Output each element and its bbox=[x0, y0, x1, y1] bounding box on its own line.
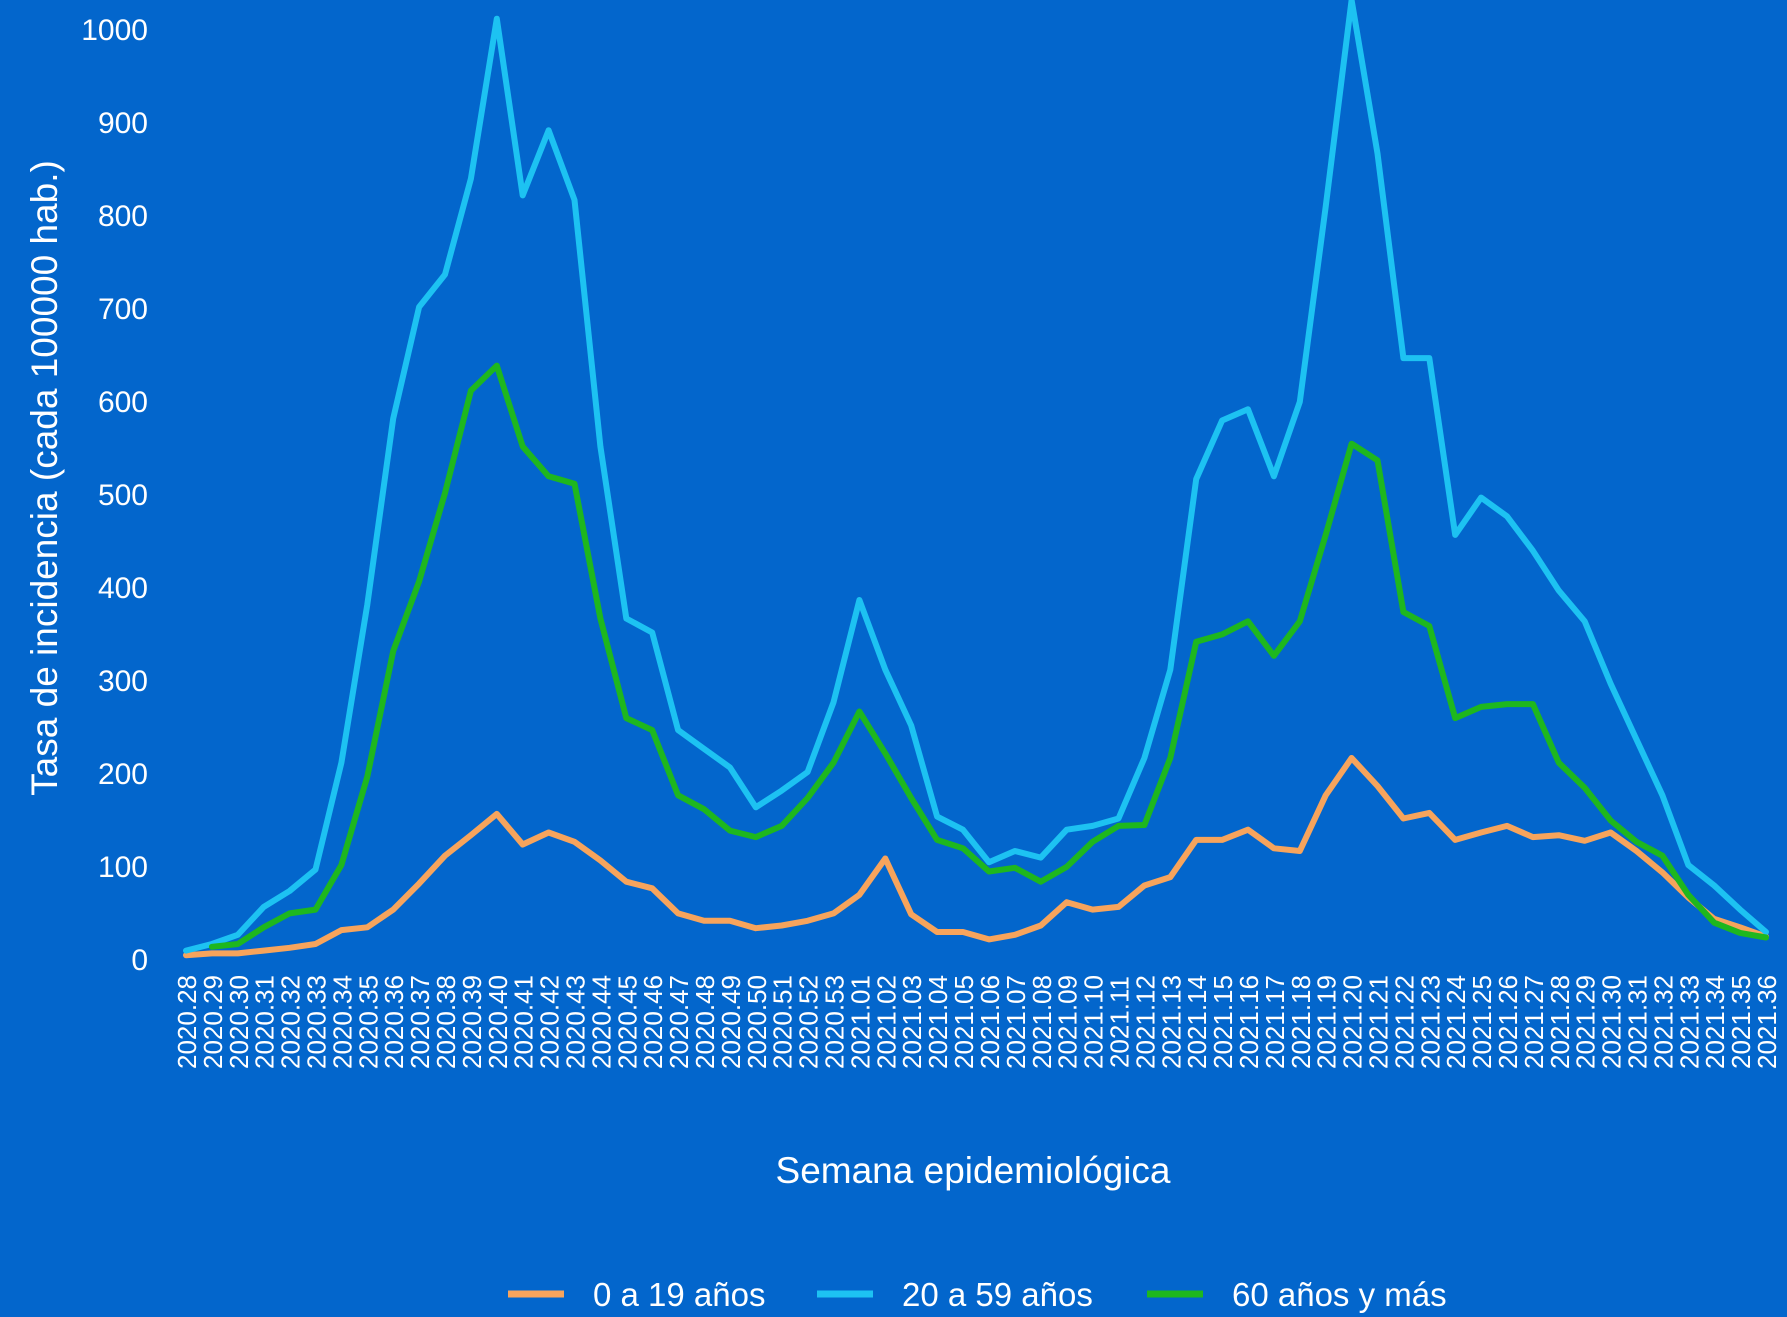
x-tick-label: 2021.20 bbox=[1338, 975, 1368, 1069]
x-tick-label: 2021.15 bbox=[1208, 975, 1238, 1069]
legend-label: 20 a 59 años bbox=[902, 1276, 1093, 1313]
y-tick-label: 900 bbox=[98, 107, 148, 140]
y-tick-label: 1000 bbox=[81, 14, 148, 47]
legend: 0 a 19 años 20 a 59 años 60 años y más bbox=[508, 1276, 1447, 1313]
x-tick-label: 2021.34 bbox=[1700, 975, 1730, 1069]
x-tick-label: 2021.11 bbox=[1104, 976, 1134, 1068]
x-tick-label: 2020.36 bbox=[379, 975, 409, 1069]
x-tick-label: 2021.07 bbox=[1001, 975, 1031, 1069]
y-axis-ticks: 0 100 200 300 400 500 600 700 800 900 1000 bbox=[81, 14, 148, 977]
x-tick-label: 2021.12 bbox=[1130, 975, 1160, 1069]
x-tick-label: 2021.02 bbox=[871, 975, 901, 1069]
x-tick-label: 2021.04 bbox=[923, 975, 953, 1069]
x-tick-label: 2020.34 bbox=[327, 975, 357, 1069]
x-tick-label: 2021.28 bbox=[1545, 975, 1575, 1069]
x-tick-label: 2021.36 bbox=[1752, 975, 1782, 1069]
x-tick-label: 2020.49 bbox=[716, 975, 746, 1069]
x-tick-label: 2020.42 bbox=[535, 975, 565, 1069]
x-tick-label: 2020.35 bbox=[353, 975, 383, 1069]
x-tick-label: 2020.48 bbox=[690, 975, 720, 1069]
x-tick-label: 2021.13 bbox=[1156, 975, 1186, 1069]
y-tick-label: 500 bbox=[98, 479, 148, 512]
y-tick-label: 700 bbox=[98, 293, 148, 326]
series-line-3 bbox=[208, 362, 1769, 950]
x-tick-label: 2020.46 bbox=[638, 975, 668, 1069]
x-tick-label: 2021.01 bbox=[845, 975, 875, 1069]
legend-label: 0 a 19 años bbox=[593, 1276, 765, 1313]
x-tick-label: 2020.47 bbox=[664, 975, 694, 1069]
x-tick-label: 2020.52 bbox=[794, 975, 824, 1069]
x-tick-label: 2020.39 bbox=[457, 975, 487, 1069]
x-tick-label: 2020.38 bbox=[431, 975, 461, 1069]
x-tick-label: 2021.32 bbox=[1648, 975, 1678, 1069]
series-line-2 bbox=[183, 0, 1769, 954]
x-tick-label: 2021.05 bbox=[949, 975, 979, 1069]
x-tick-label: 2021.23 bbox=[1415, 975, 1445, 1069]
y-tick-label: 400 bbox=[98, 572, 148, 605]
series-line-1 bbox=[183, 755, 1769, 959]
x-tick-label: 2020.53 bbox=[820, 975, 850, 1069]
x-tick-label: 2020.28 bbox=[172, 975, 202, 1069]
y-tick-label: 300 bbox=[98, 665, 148, 698]
x-tick-label: 2021.26 bbox=[1493, 975, 1523, 1069]
x-tick-label: 2021.09 bbox=[1053, 975, 1083, 1069]
x-tick-label: 2021.24 bbox=[1441, 975, 1471, 1069]
x-tick-label: 2020.29 bbox=[198, 975, 228, 1069]
x-tick-label: 2020.33 bbox=[302, 975, 332, 1069]
x-tick-label: 2021.18 bbox=[1286, 975, 1316, 1069]
x-tick-label: 2021.19 bbox=[1312, 975, 1342, 1069]
y-tick-label: 800 bbox=[98, 200, 148, 233]
x-tick-label: 2020.40 bbox=[483, 975, 513, 1069]
x-tick-label: 2021.06 bbox=[975, 975, 1005, 1069]
x-tick-label: 2020.32 bbox=[276, 975, 306, 1069]
series-lines bbox=[183, 0, 1769, 959]
x-tick-label: 2020.41 bbox=[509, 975, 539, 1069]
x-tick-label: 2020.30 bbox=[224, 975, 254, 1069]
legend-label: 60 años y más bbox=[1232, 1276, 1447, 1313]
x-tick-label: 2021.17 bbox=[1260, 975, 1290, 1069]
x-tick-label: 2020.44 bbox=[586, 975, 616, 1069]
y-tick-label: 100 bbox=[98, 851, 148, 884]
x-tick-label: 2020.31 bbox=[250, 975, 280, 1069]
y-tick-label: 200 bbox=[98, 758, 148, 791]
x-axis-ticks: 2020.282020.292020.302020.312020.322020.… bbox=[172, 975, 1782, 1069]
x-tick-label: 2020.43 bbox=[561, 975, 591, 1069]
x-tick-label: 2020.51 bbox=[768, 975, 798, 1069]
x-tick-label: 2020.37 bbox=[405, 975, 435, 1069]
x-tick-label: 2020.45 bbox=[612, 975, 642, 1069]
x-tick-label: 2021.31 bbox=[1622, 975, 1652, 1069]
x-tick-label: 2021.27 bbox=[1519, 975, 1549, 1069]
x-tick-label: 2021.16 bbox=[1234, 975, 1264, 1069]
x-tick-label: 2021.21 bbox=[1363, 975, 1393, 1069]
x-tick-label: 2021.03 bbox=[897, 975, 927, 1069]
x-tick-label: 2021.33 bbox=[1674, 975, 1704, 1069]
y-axis-label: Tasa de incidencia (cada 100000 hab.) bbox=[24, 160, 65, 796]
x-tick-label: 2021.08 bbox=[1027, 975, 1057, 1069]
x-axis-label: Semana epidemiológica bbox=[776, 1150, 1171, 1191]
x-tick-label: 2021.29 bbox=[1571, 975, 1601, 1069]
y-tick-label: 0 bbox=[131, 944, 148, 977]
x-tick-label: 2020.50 bbox=[742, 975, 772, 1069]
y-tick-label: 600 bbox=[98, 386, 148, 419]
x-tick-label: 2021.25 bbox=[1467, 975, 1497, 1069]
x-tick-label: 2021.22 bbox=[1389, 975, 1419, 1069]
x-tick-label: 2021.30 bbox=[1597, 975, 1627, 1069]
x-tick-label: 2021.10 bbox=[1079, 975, 1109, 1069]
x-tick-label: 2021.14 bbox=[1182, 975, 1212, 1069]
x-tick-label: 2021.35 bbox=[1726, 975, 1756, 1069]
